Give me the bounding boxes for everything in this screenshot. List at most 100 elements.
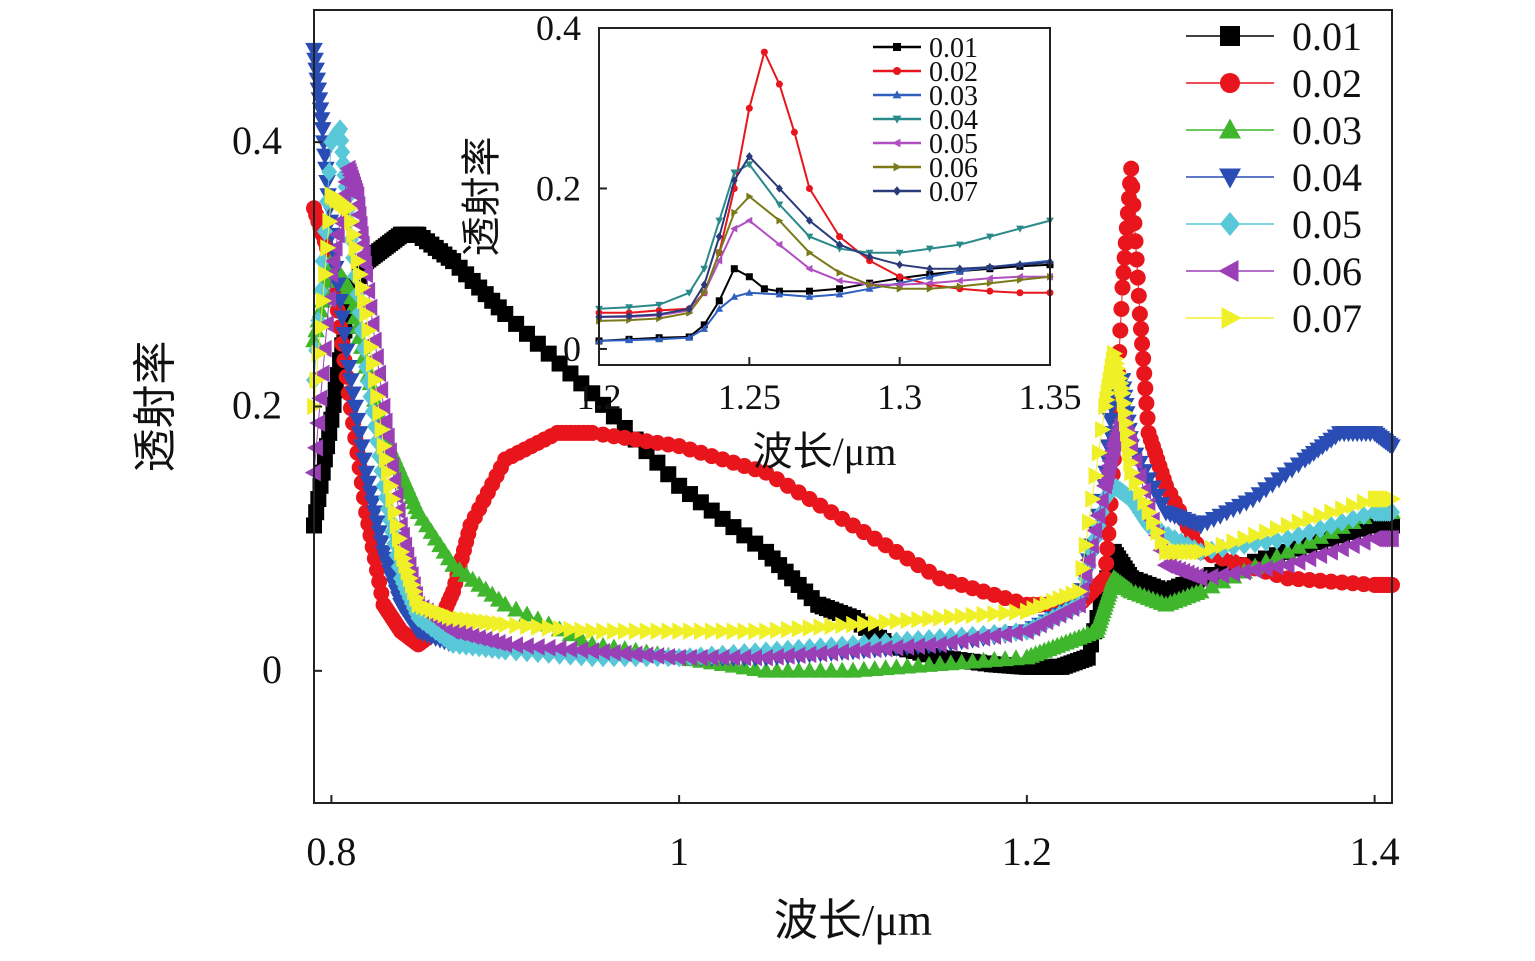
main-data-point bbox=[1236, 535, 1253, 555]
main-legend-label: 0.04 bbox=[1292, 155, 1362, 200]
inset-data-point bbox=[805, 184, 813, 192]
main-data-point bbox=[1082, 513, 1099, 531]
main-data-point bbox=[1148, 488, 1167, 505]
main-data-point bbox=[672, 622, 689, 640]
main-data-point bbox=[1311, 546, 1328, 564]
main-data-point bbox=[361, 485, 380, 502]
inset-data-point bbox=[730, 224, 738, 233]
main-data-point bbox=[615, 644, 632, 663]
main-data-point bbox=[1193, 543, 1210, 561]
inset-legend-label: 0.06 bbox=[929, 153, 978, 184]
main-data-point bbox=[1139, 410, 1156, 427]
main-data-point bbox=[704, 622, 721, 640]
main-data-point bbox=[1173, 532, 1190, 552]
main-y-axis-label: 透射率 bbox=[131, 341, 180, 473]
main-data-point bbox=[385, 490, 402, 508]
main-data-point bbox=[1324, 503, 1341, 522]
inset-data-point bbox=[955, 276, 963, 285]
main-data-point bbox=[1204, 539, 1221, 558]
main-data-point bbox=[1226, 533, 1243, 551]
main-data-point bbox=[307, 62, 325, 79]
main-data-point bbox=[319, 438, 336, 455]
main-data-point bbox=[659, 647, 676, 666]
main-data-point bbox=[506, 636, 523, 655]
main-data-point bbox=[865, 640, 882, 659]
inset-data-point bbox=[986, 233, 994, 241]
main-data-point bbox=[1150, 523, 1167, 541]
main-data-point bbox=[357, 465, 375, 482]
main-data-point bbox=[1152, 497, 1171, 514]
main-data-point bbox=[314, 251, 331, 271]
main-series-7 bbox=[307, 186, 1402, 640]
inset-legend-label: 0.05 bbox=[929, 129, 978, 160]
main-data-point bbox=[316, 148, 334, 165]
inset-data-point bbox=[760, 48, 768, 56]
main-y-tick-label: 0.4 bbox=[232, 118, 282, 163]
main-data-point bbox=[541, 619, 558, 637]
main-data-point bbox=[1138, 395, 1155, 412]
main-data-point bbox=[370, 525, 389, 542]
main-data-point bbox=[585, 622, 602, 640]
main-data-point bbox=[846, 615, 863, 634]
main-data-point bbox=[824, 617, 841, 636]
main-data-point bbox=[531, 618, 548, 636]
inset-data-point bbox=[956, 264, 964, 273]
main-data-point bbox=[1146, 513, 1163, 531]
main-data-point bbox=[1259, 523, 1276, 541]
main-data-point bbox=[745, 648, 762, 667]
main-data-point bbox=[944, 608, 961, 626]
main-data-point bbox=[1126, 215, 1143, 232]
main-data-point bbox=[318, 265, 335, 284]
main-legend-marker bbox=[1219, 118, 1241, 139]
main-data-point bbox=[328, 225, 345, 244]
main-data-point bbox=[1202, 567, 1219, 586]
inset-data-point bbox=[730, 176, 738, 185]
main-data-point bbox=[1006, 624, 1023, 642]
main-data-point bbox=[1078, 536, 1095, 555]
main-data-point bbox=[747, 642, 764, 662]
inset-data-point bbox=[730, 169, 739, 177]
inset-data-point bbox=[745, 216, 753, 225]
main-data-point bbox=[800, 645, 817, 664]
main-data-point bbox=[318, 271, 336, 288]
main-data-point bbox=[368, 515, 386, 532]
main-data-point bbox=[389, 516, 406, 535]
main-data-point bbox=[683, 622, 700, 640]
main-data-point bbox=[324, 252, 341, 270]
main-data-point bbox=[353, 439, 371, 456]
main-data-point bbox=[574, 621, 591, 640]
main-data-point bbox=[378, 427, 395, 446]
main-data-point bbox=[320, 239, 337, 257]
main-data-point bbox=[770, 621, 787, 640]
inset-data-point bbox=[745, 288, 754, 296]
main-data-point bbox=[509, 616, 526, 635]
main-data-point bbox=[735, 648, 752, 667]
main-data-point bbox=[835, 616, 852, 635]
inset-data-point bbox=[625, 336, 633, 344]
main-data-point bbox=[1137, 380, 1154, 397]
main-data-point bbox=[1224, 564, 1241, 583]
main-data-point bbox=[496, 595, 515, 612]
main-data-point bbox=[335, 186, 352, 204]
main-data-point bbox=[1279, 529, 1296, 549]
main-data-point bbox=[680, 648, 697, 667]
main-data-point bbox=[822, 643, 839, 662]
inset-legend-item: 0.06 bbox=[873, 153, 978, 184]
main-data-point bbox=[1116, 249, 1133, 266]
main-data-point bbox=[1088, 467, 1105, 485]
main-legend-item: 0.07 bbox=[1186, 296, 1362, 341]
main-data-point bbox=[367, 348, 384, 366]
main-data-point bbox=[1215, 536, 1232, 555]
inset-chart: 1.2 1.25 1.3 1.3500.20.4波长/μm透射率0.010.020.0… bbox=[459, 8, 1082, 474]
inset-y-tick-label: 0 bbox=[563, 329, 581, 369]
main-data-point bbox=[361, 298, 378, 317]
inset-data-point bbox=[655, 335, 663, 343]
main-data-point bbox=[1085, 490, 1102, 508]
main-data-point bbox=[372, 404, 389, 422]
inset-data-point bbox=[715, 217, 724, 225]
main-data-point bbox=[834, 635, 851, 655]
main-data-point bbox=[1343, 536, 1360, 555]
main-data-point bbox=[1115, 264, 1132, 281]
main-data-point bbox=[823, 636, 840, 656]
inset-legend-item: 0.01 bbox=[873, 33, 978, 64]
